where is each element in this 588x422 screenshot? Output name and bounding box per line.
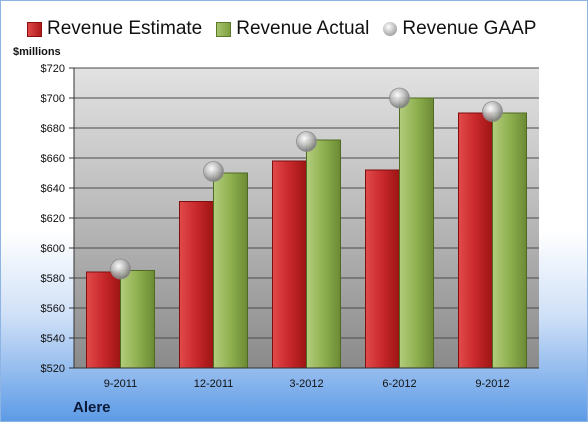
legend-swatch-gaap — [383, 22, 398, 36]
x-tick-label: 12-2011 — [194, 378, 234, 390]
y-tick-label: $560 — [41, 303, 65, 315]
legend-item-gaap: Revenue GAAP — [383, 18, 536, 40]
company-label: Alere — [73, 399, 111, 416]
y-tick-label: $720 — [41, 63, 65, 75]
legend: Revenue Estimate Revenue Actual Revenue … — [27, 17, 536, 41]
x-axis: 9-2011 12-2011 3-2012 6-2012 9-2012 — [74, 367, 539, 390]
actual-bar — [306, 139, 341, 369]
bars — [86, 97, 527, 369]
gaap-marker — [389, 87, 410, 109]
actual-bar — [120, 270, 155, 369]
y-tick-label: $680 — [41, 123, 65, 135]
y-tick-label: $520 — [41, 363, 65, 375]
legend-label-estimate: Revenue Estimate — [47, 18, 203, 39]
legend-swatch-actual — [216, 21, 232, 37]
gaap-marker — [482, 101, 503, 122]
y-tick-label: $620 — [41, 213, 65, 225]
legend-label-gaap: Revenue GAAP — [402, 18, 537, 39]
estimate-bar — [86, 271, 121, 369]
estimate-bar — [365, 169, 400, 369]
y-tick-label: $600 — [41, 243, 65, 255]
estimate-bar — [179, 201, 214, 369]
gaap-marker — [203, 161, 224, 182]
estimate-bar — [458, 112, 493, 369]
x-tick-label: 9-2012 — [475, 378, 509, 390]
y-axis: $520 $540 $560 $580 $600 $620 $640 $660 $680 $700… — [41, 63, 75, 375]
y-tick-label: $700 — [41, 93, 65, 105]
legend-swatch-estimate — [27, 21, 42, 37]
actual-bar — [213, 172, 248, 369]
y-tick-label: $580 — [41, 273, 65, 285]
gaap-marker — [296, 131, 317, 152]
x-tick-label: 3-2012 — [289, 378, 323, 390]
legend-label-actual: Revenue Actual — [236, 18, 370, 39]
estimate-bar — [272, 160, 307, 369]
y-tick-label: $640 — [41, 183, 65, 195]
x-tick-label: 6-2012 — [382, 378, 416, 390]
y-tick-label: $660 — [41, 153, 65, 165]
legend-item-actual: Revenue Actual — [216, 18, 369, 40]
units-label: $millions — [13, 46, 61, 58]
gaap-marker — [110, 258, 131, 280]
x-tick-label: 9-2011 — [104, 378, 137, 390]
actual-bar — [399, 97, 434, 369]
y-tick-label: $540 — [41, 333, 65, 345]
legend-item-estimate: Revenue Estimate — [27, 18, 202, 40]
actual-bar — [492, 112, 527, 369]
gaap-markers — [110, 87, 503, 280]
